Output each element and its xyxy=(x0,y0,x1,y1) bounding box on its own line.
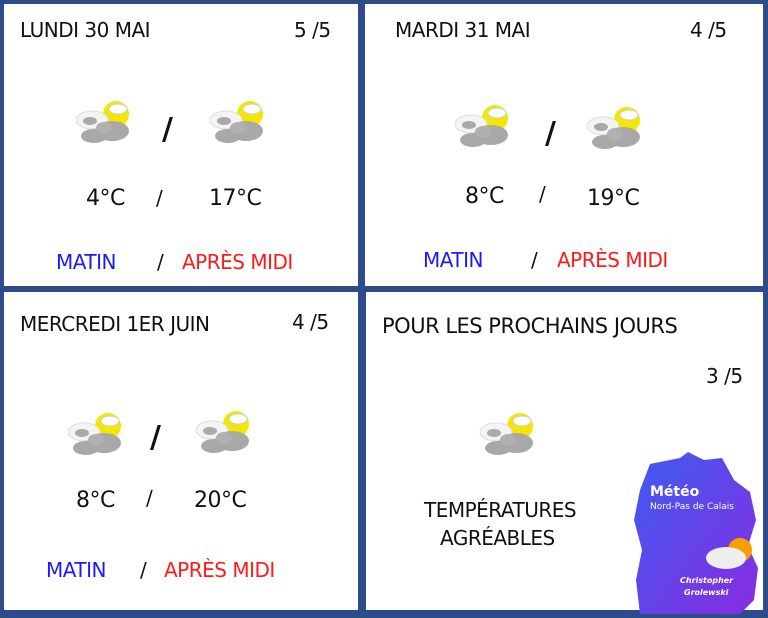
sun-behind-clouds-icon xyxy=(67,412,122,456)
day-panel-tuesday: MARDI 31 MAI 4 /5 / 8°C / 19°C MATIN / A… xyxy=(365,4,763,286)
outlook-line2: AGRÉABLES xyxy=(440,526,555,550)
day-title: MARDI 31 MAI xyxy=(395,18,531,42)
morning-temp: 8°C xyxy=(76,488,115,513)
separator: / xyxy=(162,112,173,147)
logo-author1: Christopher xyxy=(680,576,734,585)
outlook-line1: TEMPÉRATURES xyxy=(424,498,577,522)
day-title: LUNDI 30 MAI xyxy=(20,18,151,42)
separator: / xyxy=(545,116,556,151)
sun-behind-clouds-icon xyxy=(586,106,641,150)
day-rating: 4 /5 xyxy=(292,310,329,334)
afternoon-temp: 19°C xyxy=(587,186,640,211)
morning-label: MATIN xyxy=(423,248,483,272)
afternoon-temp: 20°C xyxy=(194,488,247,513)
afternoon-label: APRÈS MIDI xyxy=(557,248,668,272)
region-map-logo xyxy=(634,452,758,614)
morning-temp: 8°C xyxy=(465,184,504,209)
meteo-logo: Météo Nord-Pas de Calais Christopher Gro… xyxy=(630,450,762,614)
separator: / xyxy=(157,250,164,274)
logo-title: Météo xyxy=(650,484,700,500)
sun-behind-clouds-icon xyxy=(479,412,534,456)
sun-behind-clouds-icon xyxy=(75,100,130,144)
morning-temp: 4°C xyxy=(86,186,125,211)
separator: / xyxy=(539,182,546,206)
day-panel-wednesday: MERCREDI 1ER JUIN 4 /5 / 8°C / 20°C MATI… xyxy=(4,292,358,610)
logo-author2: Grolewski xyxy=(684,588,729,597)
logo-subtitle: Nord-Pas de Calais xyxy=(650,502,734,512)
day-title: MERCREDI 1ER JUIN xyxy=(20,312,210,336)
day-rating: 5 /5 xyxy=(294,18,331,42)
separator: / xyxy=(531,248,538,272)
day-panel-monday: LUNDI 30 MAI 5 /5 / 4°C / 17°C MATIN / A… xyxy=(4,4,358,286)
morning-label: MATIN xyxy=(56,250,116,274)
sun-behind-clouds-icon xyxy=(195,410,250,454)
separator: / xyxy=(156,186,163,210)
sun-behind-clouds-icon xyxy=(454,104,509,148)
separator: / xyxy=(146,486,153,510)
separator: / xyxy=(150,420,161,455)
morning-label: MATIN xyxy=(46,558,106,582)
outlook-panel: POUR LES PROCHAINS JOURS 3 /5 TEMPÉRATUR… xyxy=(366,292,763,610)
separator: / xyxy=(140,558,147,582)
afternoon-label: APRÈS MIDI xyxy=(182,250,293,274)
outlook-title: POUR LES PROCHAINS JOURS xyxy=(382,314,678,338)
sun-behind-clouds-icon xyxy=(209,100,264,144)
afternoon-temp: 17°C xyxy=(209,186,262,211)
day-rating: 4 /5 xyxy=(690,18,727,42)
outlook-rating: 3 /5 xyxy=(706,364,743,388)
afternoon-label: APRÈS MIDI xyxy=(164,558,275,582)
